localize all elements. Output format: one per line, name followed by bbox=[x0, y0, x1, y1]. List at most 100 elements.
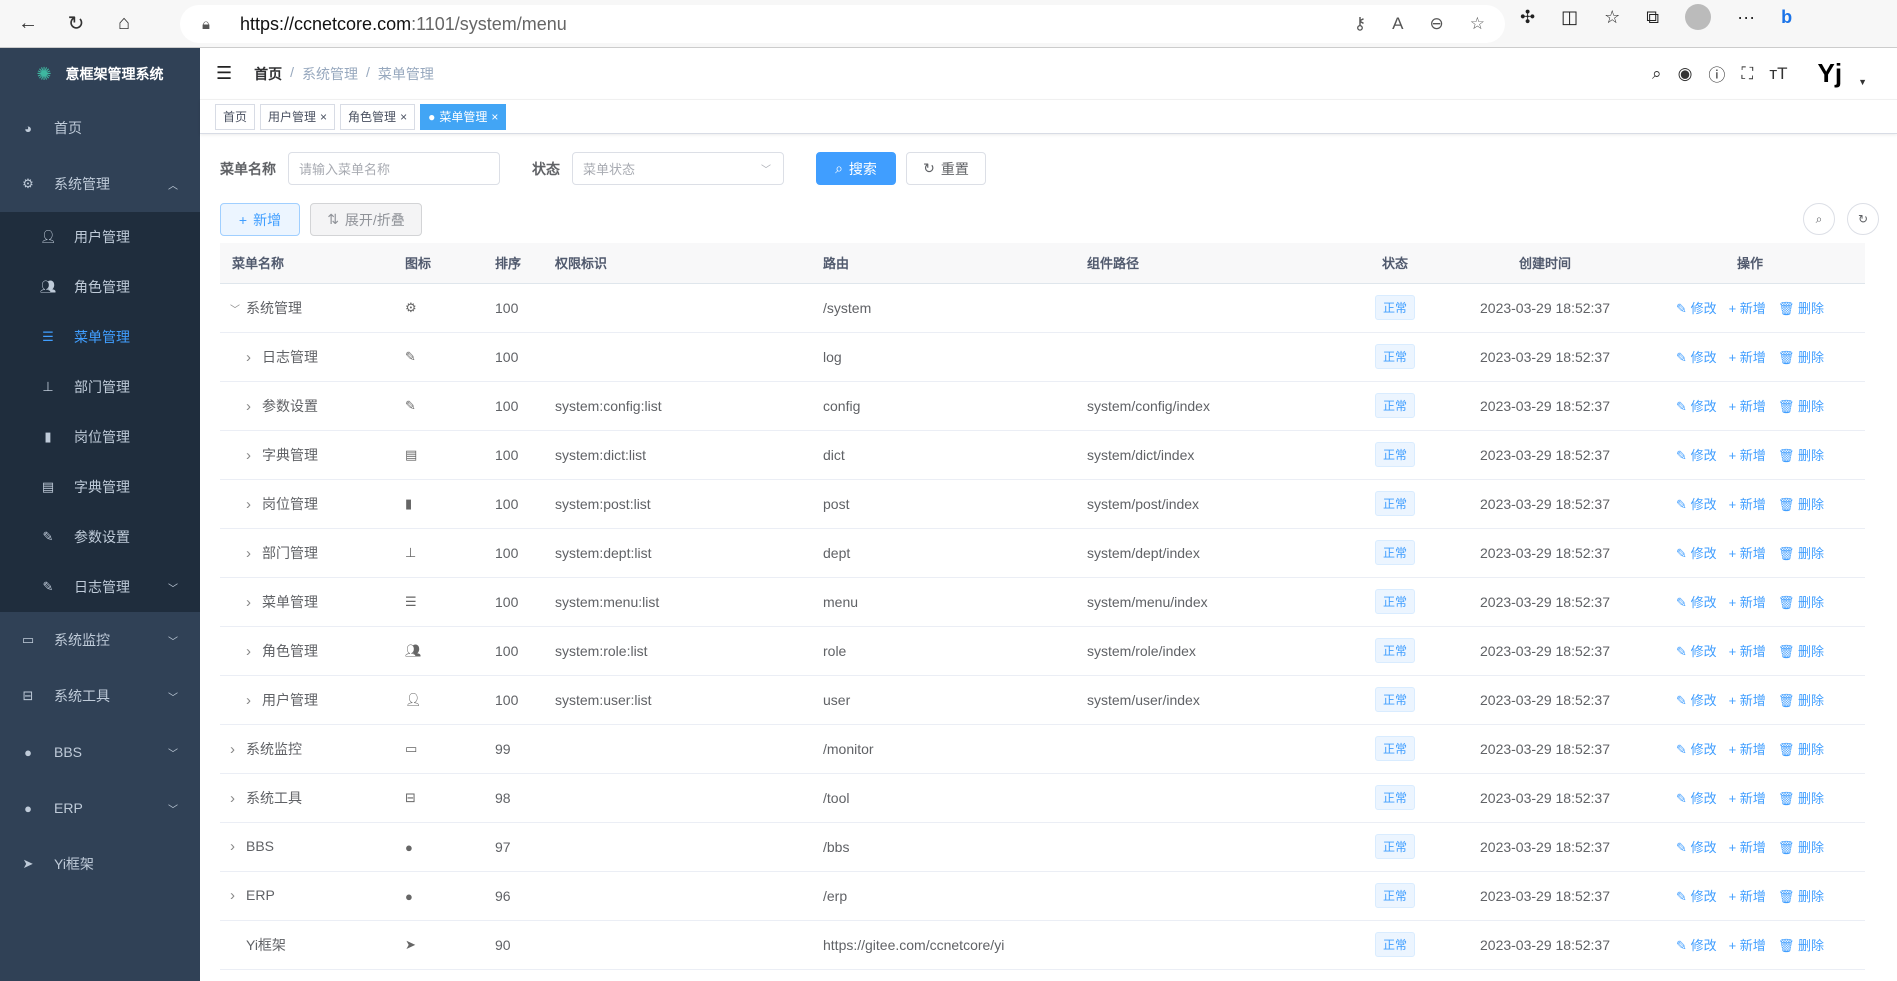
question-icon[interactable]: ⓘ bbox=[1708, 66, 1726, 85]
key-icon[interactable]: ⚷ bbox=[1353, 14, 1367, 33]
add-child-button[interactable]: + 新增 bbox=[1728, 497, 1766, 512]
profile-avatar[interactable] bbox=[1685, 4, 1712, 30]
edit-button[interactable]: ✎ 修改 bbox=[1676, 546, 1717, 561]
search-button[interactable]: ⌕ 搜索 bbox=[816, 152, 896, 185]
expand-collapse-button[interactable]: ⇅ 展开/折叠 bbox=[310, 203, 422, 236]
tag-role[interactable]: 角色管理 × bbox=[340, 103, 416, 130]
expand-right-icon[interactable]: › bbox=[230, 740, 235, 758]
edit-button[interactable]: ✎ 修改 bbox=[1676, 350, 1717, 365]
add-child-button[interactable]: + 新增 bbox=[1728, 938, 1766, 953]
expand-right-icon[interactable]: › bbox=[246, 691, 251, 709]
delete-button[interactable]: 🗑︎ 删除 bbox=[1777, 840, 1824, 855]
reset-button[interactable]: ↻ 重置 bbox=[906, 152, 986, 185]
sidebar-item-erp[interactable]: ● ERP ﹀ bbox=[0, 780, 200, 836]
delete-button[interactable]: 🗑︎ 删除 bbox=[1777, 399, 1824, 414]
sidebar-item-post[interactable]: ▮ 岗位管理 bbox=[0, 412, 200, 462]
delete-button[interactable]: 🗑︎ 删除 bbox=[1777, 350, 1824, 365]
add-child-button[interactable]: + 新增 bbox=[1728, 350, 1766, 365]
sidebar-logo[interactable]: ✺ 意框架管理系统 bbox=[0, 48, 200, 100]
add-child-button[interactable]: + 新增 bbox=[1728, 742, 1766, 757]
expand-right-icon[interactable]: › bbox=[246, 544, 251, 562]
edit-button[interactable]: ✎ 修改 bbox=[1676, 399, 1717, 414]
more-icon[interactable]: ··· bbox=[1737, 6, 1756, 27]
tag-home[interactable]: 首页 bbox=[215, 103, 256, 130]
expand-right-icon[interactable]: › bbox=[230, 789, 235, 807]
expand-right-icon[interactable]: › bbox=[246, 495, 251, 513]
add-child-button[interactable]: + 新增 bbox=[1728, 791, 1766, 806]
expand-right-icon[interactable]: › bbox=[246, 642, 251, 660]
add-child-button[interactable]: + 新增 bbox=[1728, 448, 1766, 463]
close-icon[interactable]: × bbox=[320, 109, 328, 124]
split-screen-icon[interactable]: ◫ bbox=[1561, 6, 1579, 27]
tag-user[interactable]: 用户管理 × bbox=[260, 103, 336, 130]
favorites-icon[interactable]: ☆ bbox=[1604, 6, 1621, 27]
add-child-button[interactable]: + 新增 bbox=[1728, 693, 1766, 708]
search-icon[interactable]: ⌕ bbox=[1652, 63, 1662, 83]
delete-button[interactable]: 🗑︎ 删除 bbox=[1777, 693, 1824, 708]
sidebar-item-user[interactable]: 👤︎ 用户管理 bbox=[0, 212, 200, 262]
edit-button[interactable]: ✎ 修改 bbox=[1676, 938, 1717, 953]
add-child-button[interactable]: + 新增 bbox=[1728, 595, 1766, 610]
expand-right-icon[interactable]: › bbox=[246, 593, 251, 611]
edit-button[interactable]: ✎ 修改 bbox=[1676, 693, 1717, 708]
delete-button[interactable]: 🗑︎ 删除 bbox=[1777, 546, 1824, 561]
refresh-icon[interactable]: ↻ bbox=[67, 13, 85, 35]
delete-button[interactable]: 🗑︎ 删除 bbox=[1777, 791, 1824, 806]
delete-button[interactable]: 🗑︎ 删除 bbox=[1777, 938, 1824, 953]
add-child-button[interactable]: + 新增 bbox=[1728, 840, 1766, 855]
delete-button[interactable]: 🗑︎ 删除 bbox=[1777, 889, 1824, 904]
fullscreen-icon[interactable]: ⛶ bbox=[1741, 63, 1754, 83]
sidebar-item-yi[interactable]: ➤ Yi框架 bbox=[0, 836, 200, 892]
toggle-search-button[interactable]: ⌕ bbox=[1803, 203, 1835, 235]
sidebar-item-config[interactable]: ✎ 参数设置 bbox=[0, 512, 200, 562]
collections-icon[interactable]: ⧉ bbox=[1646, 6, 1660, 27]
sidebar-item-tool[interactable]: ⊟ 系统工具 ﹀ bbox=[0, 668, 200, 724]
add-child-button[interactable]: + 新增 bbox=[1728, 301, 1766, 316]
delete-button[interactable]: 🗑︎ 删除 bbox=[1777, 644, 1824, 659]
sidebar-item-log[interactable]: ✎ 日志管理 ﹀ bbox=[0, 562, 200, 612]
font-size-icon[interactable]: тT bbox=[1769, 63, 1788, 83]
add-child-button[interactable]: + 新增 bbox=[1728, 644, 1766, 659]
status-select[interactable]: 菜单状态 ﹀ bbox=[572, 152, 784, 185]
edit-button[interactable]: ✎ 修改 bbox=[1676, 497, 1717, 512]
tag-menu[interactable]: ● 菜单管理 × bbox=[420, 103, 507, 130]
expand-right-icon[interactable]: › bbox=[246, 446, 251, 464]
sidebar-item-monitor[interactable]: ▭ 系统监控 ﹀ bbox=[0, 612, 200, 668]
bing-icon[interactable]: b bbox=[1781, 6, 1793, 27]
refresh-table-button[interactable]: ↻ bbox=[1847, 203, 1879, 235]
delete-button[interactable]: 🗑︎ 删除 bbox=[1777, 301, 1824, 316]
add-child-button[interactable]: + 新增 bbox=[1728, 546, 1766, 561]
add-child-button[interactable]: + 新增 bbox=[1728, 399, 1766, 414]
sidebar-item-system[interactable]: ⚙ 系统管理 ︿ bbox=[0, 156, 200, 212]
delete-button[interactable]: 🗑︎ 删除 bbox=[1777, 742, 1824, 757]
expand-down-icon[interactable]: ﹀ bbox=[230, 304, 240, 316]
menu-name-input[interactable]: 请输入菜单名称 bbox=[288, 152, 500, 185]
edit-button[interactable]: ✎ 修改 bbox=[1676, 840, 1717, 855]
sidebar-item-dict[interactable]: ▤ 字典管理 bbox=[0, 462, 200, 512]
user-avatar-logo[interactable]: Yj bbox=[1817, 58, 1843, 88]
expand-right-icon[interactable]: › bbox=[246, 397, 251, 415]
read-aloud-icon[interactable]: A bbox=[1392, 14, 1404, 33]
edit-button[interactable]: ✎ 修改 bbox=[1676, 889, 1717, 904]
edit-button[interactable]: ✎ 修改 bbox=[1676, 742, 1717, 757]
sidebar-item-bbs[interactable]: ● BBS ﹀ bbox=[0, 724, 200, 780]
sidebar-item-home[interactable]: ◕ 首页 bbox=[0, 100, 200, 156]
edit-button[interactable]: ✎ 修改 bbox=[1676, 644, 1717, 659]
zoom-out-icon[interactable]: ⊖ bbox=[1429, 14, 1444, 33]
delete-button[interactable]: 🗑︎ 删除 bbox=[1777, 448, 1824, 463]
home-icon[interactable]: ⌂ bbox=[117, 12, 131, 34]
address-bar[interactable]: 🔒︎ https://ccnetcore.com:1101/system/men… bbox=[180, 5, 1505, 43]
breadcrumb-item[interactable]: 首页 bbox=[254, 65, 283, 82]
close-icon[interactable]: × bbox=[491, 109, 499, 124]
github-icon[interactable]: ◉ bbox=[1677, 63, 1693, 83]
delete-button[interactable]: 🗑︎ 删除 bbox=[1777, 497, 1824, 512]
delete-button[interactable]: 🗑︎ 删除 bbox=[1777, 595, 1824, 610]
sidebar-item-role[interactable]: 👥︎ 角色管理 bbox=[0, 262, 200, 312]
add-button[interactable]: + 新增 bbox=[220, 203, 300, 236]
add-child-button[interactable]: + 新增 bbox=[1728, 889, 1766, 904]
hamburger-icon[interactable]: ☰ bbox=[216, 63, 233, 83]
extensions-icon[interactable]: ✣ bbox=[1520, 6, 1536, 27]
expand-right-icon[interactable]: › bbox=[230, 887, 235, 904]
edit-button[interactable]: ✎ 修改 bbox=[1676, 301, 1717, 316]
back-icon[interactable]: ← bbox=[18, 12, 38, 34]
